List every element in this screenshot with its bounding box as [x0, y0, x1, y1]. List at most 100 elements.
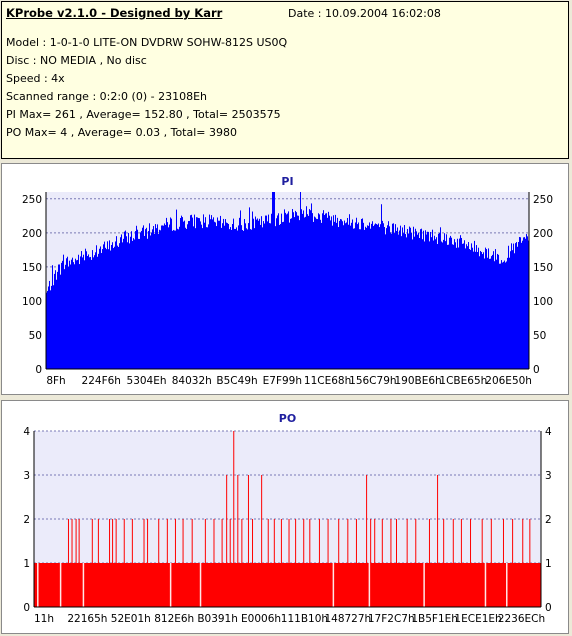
info-scanned-range: Scanned range : 0:2:0 (0) - 23108Eh [6, 90, 208, 103]
pi-bar [468, 242, 469, 369]
pi-bar [394, 233, 395, 369]
pi-bar [510, 251, 511, 369]
pi-bar [141, 230, 142, 369]
pi-bar [73, 262, 74, 369]
pi-bar [99, 248, 100, 369]
pi-bar [209, 214, 210, 369]
pi-bar [334, 221, 335, 369]
pi-bar [386, 228, 387, 369]
pi-bar [121, 234, 122, 369]
x-tick-label: 17F2C7h [368, 613, 415, 625]
pi-bar [346, 222, 347, 369]
pi-bar [61, 262, 62, 369]
pi-bar [53, 285, 54, 369]
pi-bar [313, 221, 314, 369]
pi-bar [431, 237, 432, 369]
pi-bar [430, 231, 431, 369]
pi-bar [109, 240, 110, 369]
pi-bar [342, 221, 343, 369]
scan-date: Date : 10.09.2004 16:02:08 [288, 7, 441, 20]
pi-bar [131, 231, 132, 369]
pi-bar [422, 239, 423, 369]
pi-bar [443, 239, 444, 369]
x-tick-label: 2236ECh [498, 613, 545, 625]
y-tick-label-right: 0 [533, 364, 540, 376]
pi-bar [66, 258, 67, 369]
pi-bar [402, 227, 403, 369]
pi-bar [300, 192, 301, 369]
pi-bar [360, 229, 361, 369]
pi-bar [295, 210, 296, 369]
pi-bar [522, 240, 523, 369]
pi-bar [105, 247, 106, 369]
x-tick-label: 5304Eh [127, 375, 167, 387]
x-tick-label: 1ECE1Eh [454, 613, 501, 625]
pi-bar [406, 237, 407, 369]
pi-bar [74, 264, 75, 369]
pi-bar [122, 242, 123, 369]
pi-bar [246, 228, 247, 369]
pi-bar [197, 217, 198, 369]
pi-bar [412, 239, 413, 369]
pi-bar [65, 264, 66, 369]
pi-bar [89, 257, 90, 369]
pi-bar [67, 256, 68, 369]
y-tick-label: 0 [23, 602, 30, 614]
pi-bar [363, 222, 364, 369]
pi-bar [407, 228, 408, 369]
pi-bar [502, 262, 503, 369]
pi-bar [340, 219, 341, 369]
pi-bar [526, 234, 527, 369]
pi-bar [331, 216, 332, 369]
pi-bar [94, 255, 95, 369]
pi-bar [290, 218, 291, 369]
pi-bar [62, 260, 63, 369]
pi-bar [470, 249, 471, 369]
pi-bar [240, 210, 241, 369]
pi-bar [211, 215, 212, 369]
pi-bar [217, 217, 218, 369]
pi-bar [307, 214, 308, 369]
pi-bar [485, 247, 486, 369]
pi-bar [282, 222, 283, 369]
pi-bar [451, 237, 452, 369]
pi-bar [78, 254, 79, 369]
pi-bar [469, 249, 470, 369]
pi-bar [167, 222, 168, 369]
po-gap [169, 563, 172, 607]
pi-bar [284, 209, 285, 369]
po-gap [82, 563, 85, 607]
x-tick-label: 84032h [172, 375, 212, 387]
pi-bar [382, 220, 383, 369]
pi-bar [377, 224, 378, 369]
pi-bar [279, 224, 280, 369]
pi-bar [144, 235, 145, 369]
pi-bar [139, 238, 140, 369]
pi-bar [321, 222, 322, 369]
pi-bar [356, 217, 357, 369]
po-gap [484, 563, 487, 607]
pi-bar [102, 249, 103, 369]
pi-bar [296, 212, 297, 369]
pi-bar [235, 229, 236, 369]
pi-bar [238, 225, 239, 369]
pi-bar [174, 230, 175, 369]
pi-bar [93, 257, 94, 369]
pi-bar [224, 225, 225, 369]
pi-bar [182, 217, 183, 369]
pi-bar [392, 223, 393, 369]
pi-bar [353, 228, 354, 369]
pi-bar [155, 224, 156, 369]
pi-bar [257, 218, 258, 369]
pi-bar [427, 231, 428, 369]
x-tick-label: 52E01h [111, 613, 151, 625]
pi-bar [151, 232, 152, 369]
pi-bar [134, 239, 135, 369]
y-tick-label: 250 [22, 194, 42, 206]
pi-bar [158, 234, 159, 369]
pi-bar [404, 225, 405, 369]
pi-bar [145, 229, 146, 369]
pi-bar [504, 260, 505, 369]
pi-bar [213, 217, 214, 369]
pi-bar [187, 224, 188, 369]
